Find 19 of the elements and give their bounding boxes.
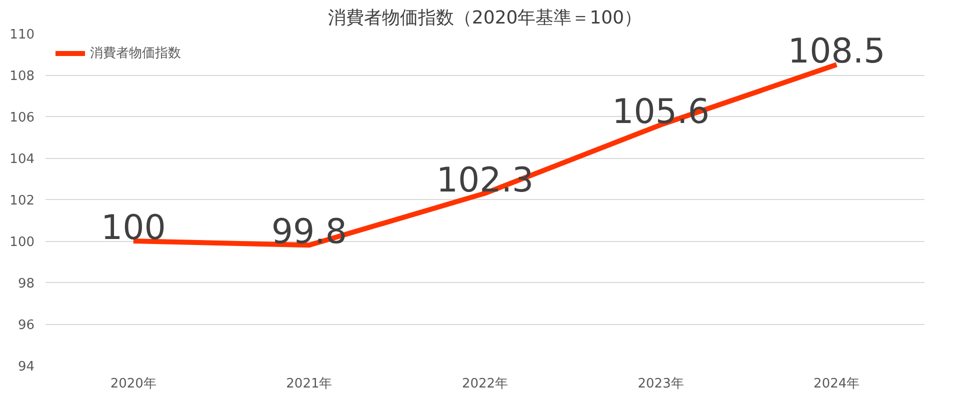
chart-title: 消費者物価指数（2020年基準＝100） [328, 8, 642, 28]
y-tick-label: 98 [18, 276, 35, 292]
data-label: 100 [100, 208, 166, 248]
x-tick-label: 2022年 [462, 376, 508, 392]
y-tick-label: 94 [18, 360, 35, 374]
x-tick-label: 2020年 [110, 376, 156, 392]
x-tick-label: 2023年 [638, 376, 684, 392]
legend-label: 消費者物価指数 [90, 45, 181, 62]
y-tick-label: 102 [10, 194, 35, 208]
y-tick-label: 106 [10, 110, 35, 126]
x-tick-label: 2021年 [286, 376, 332, 392]
y-tick-label: 108 [10, 69, 35, 84]
x-tick-label: 2024年 [814, 376, 860, 392]
y-tick-label: 110 [10, 28, 35, 42]
y-tick-label: 104 [10, 152, 35, 167]
y-tick-label: 100 [10, 235, 35, 250]
data-label: 99.8 [271, 212, 348, 252]
y-tick-label: 96 [18, 318, 35, 333]
data-label: 108.5 [788, 32, 886, 72]
